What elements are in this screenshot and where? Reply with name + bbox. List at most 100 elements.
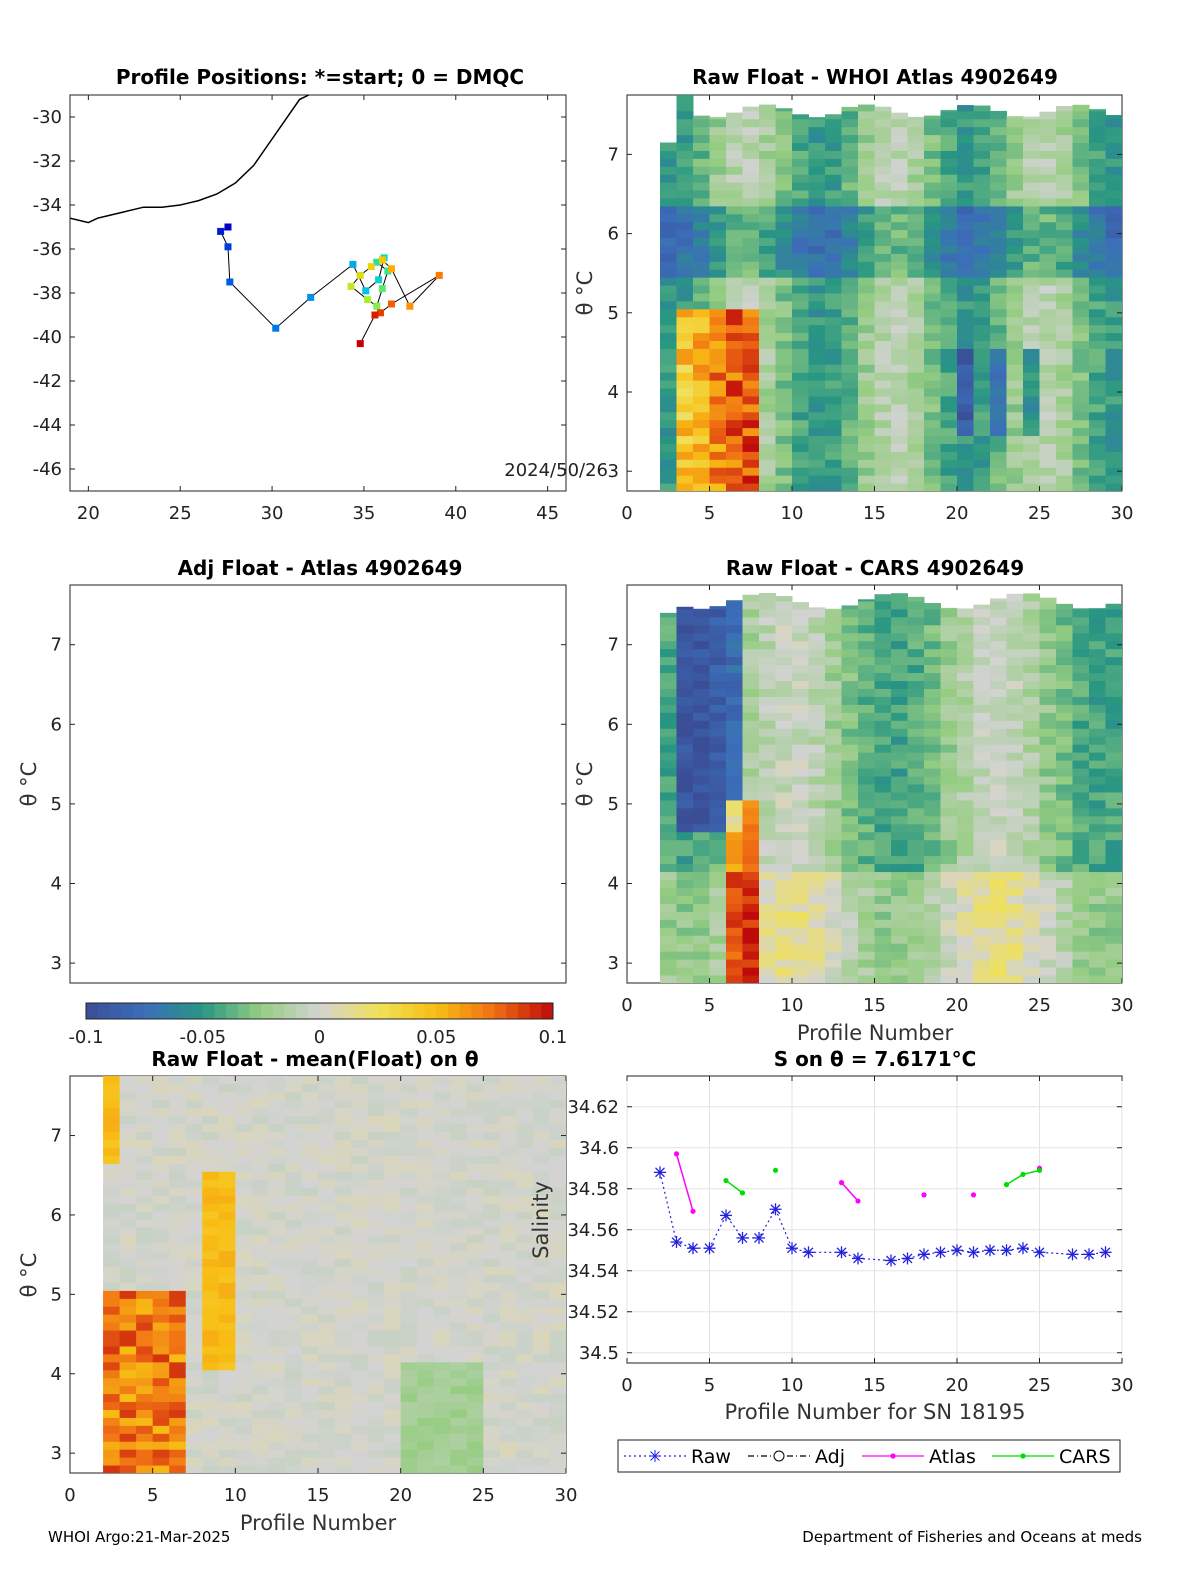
- heatmap-cell: [1023, 427, 1040, 437]
- heatmap-cell: [334, 1179, 352, 1188]
- heatmap-cell: [891, 340, 908, 349]
- heatmap-cell: [907, 293, 925, 302]
- heatmap-cell: [433, 1401, 451, 1410]
- heatmap-cell: [284, 1195, 302, 1204]
- heatmap-cell: [759, 943, 776, 952]
- heatmap-cell: [1105, 863, 1122, 873]
- heatmap-cell: [367, 1449, 385, 1458]
- heatmap-cell: [466, 1076, 484, 1085]
- heatmap-cell: [532, 1457, 550, 1466]
- heatmap-cell: [301, 1282, 319, 1291]
- heatmap-cell: [1039, 427, 1057, 437]
- heatmap-cell: [549, 1187, 566, 1196]
- heatmap-cell: [924, 221, 941, 231]
- heatmap-cell: [1006, 744, 1024, 753]
- heatmap-cell: [973, 895, 991, 904]
- heatmap-cell: [660, 213, 677, 223]
- heatmap-cell: [1039, 190, 1057, 199]
- heatmap-cell: [235, 1345, 253, 1355]
- heatmap-cell: [874, 451, 892, 460]
- raw-point-stroke: [902, 1253, 913, 1264]
- heatmap-cell: [924, 608, 941, 618]
- heatmap-cell: [973, 696, 991, 705]
- heatmap-cell: [841, 967, 859, 976]
- heatmap-cell: [957, 784, 974, 793]
- heatmap-cell: [301, 1210, 319, 1220]
- heatmap-cell: [1105, 935, 1122, 944]
- heatmap-cell: [759, 134, 776, 144]
- heatmap-cell: [891, 879, 908, 888]
- heatmap-cell: [858, 166, 875, 175]
- heatmap-cell: [1023, 608, 1040, 618]
- heatmap-cell: [1072, 664, 1090, 674]
- heatmap-cell: [676, 213, 694, 223]
- heatmap-cell: [924, 744, 941, 753]
- y-tick-label: -32: [33, 151, 62, 172]
- heatmap-cell: [235, 1187, 253, 1196]
- heatmap-cell: [907, 688, 925, 697]
- heatmap-cell: [532, 1139, 550, 1148]
- heatmap-cell: [660, 269, 677, 278]
- heatmap-cell: [433, 1131, 451, 1141]
- heatmap-cell: [660, 895, 677, 904]
- heatmap-cell: [334, 1203, 352, 1212]
- heatmap-cell: [973, 419, 991, 429]
- heatmap-cell: [709, 831, 727, 841]
- heatmap-cell: [742, 975, 760, 983]
- heatmap-cell: [775, 919, 793, 928]
- heatmap-cell: [251, 1179, 269, 1188]
- heatmap-cell: [351, 1465, 369, 1473]
- heatmap-cell: [924, 602, 941, 610]
- heatmap-cell: [516, 1433, 534, 1442]
- heatmap-cell: [940, 109, 958, 112]
- heatmap-cell: [973, 356, 991, 365]
- heatmap-cell: [924, 126, 941, 136]
- heatmap-cell: [235, 1465, 253, 1473]
- heatmap-cell: [301, 1449, 319, 1458]
- heatmap-cell: [693, 632, 710, 642]
- heatmap-cell: [709, 197, 727, 207]
- heatmap-cell: [709, 664, 727, 674]
- heatmap-cell: [676, 807, 694, 817]
- heatmap-cell: [235, 1179, 253, 1188]
- heatmap-cell: [693, 744, 710, 753]
- heatmap-cell: [268, 1139, 286, 1148]
- heatmap-cell: [384, 1298, 402, 1307]
- heatmap-cell: [433, 1258, 451, 1268]
- heatmap-cell: [218, 1242, 236, 1252]
- heatmap-cell: [1039, 879, 1057, 888]
- heatmap-cell: [990, 190, 1007, 199]
- heatmap-cell: [693, 911, 710, 920]
- heatmap-cell: [858, 608, 875, 618]
- heatmap-cell: [1072, 467, 1090, 476]
- heatmap-cell: [660, 451, 677, 460]
- heatmap-cell: [499, 1210, 517, 1220]
- heatmap-cell: [693, 712, 710, 721]
- heatmap-cell: [499, 1393, 517, 1403]
- heatmap-cell: [792, 126, 809, 136]
- heatmap-cell: [499, 1298, 517, 1307]
- heatmap-cell: [973, 672, 991, 682]
- cars-point: [1020, 1171, 1026, 1177]
- heatmap-cell: [924, 823, 941, 833]
- heatmap-cell: [1023, 245, 1040, 254]
- heatmap-cell: [660, 799, 677, 809]
- heatmap-cell: [1056, 728, 1073, 737]
- heatmap-cell: [808, 911, 826, 920]
- heatmap-cell: [483, 1298, 501, 1307]
- heatmap-cell: [924, 975, 941, 983]
- heatmap-cell: [218, 1218, 236, 1228]
- heatmap-cell: [775, 656, 793, 666]
- heatmap-cell: [1072, 736, 1090, 745]
- heatmap-cell: [1105, 150, 1122, 159]
- heatmap-cell: [202, 1123, 220, 1133]
- heatmap-cell: [693, 364, 710, 373]
- heatmap-cell: [742, 704, 760, 713]
- heatmap-cell: [499, 1083, 517, 1093]
- heatmap-cell: [1105, 221, 1122, 231]
- heatmap-cell: [775, 596, 793, 602]
- x-tick-label: 20: [946, 995, 969, 1016]
- heatmap-cell: [792, 975, 809, 983]
- heatmap-cell: [400, 1377, 418, 1387]
- heatmap-cell: [1089, 839, 1106, 849]
